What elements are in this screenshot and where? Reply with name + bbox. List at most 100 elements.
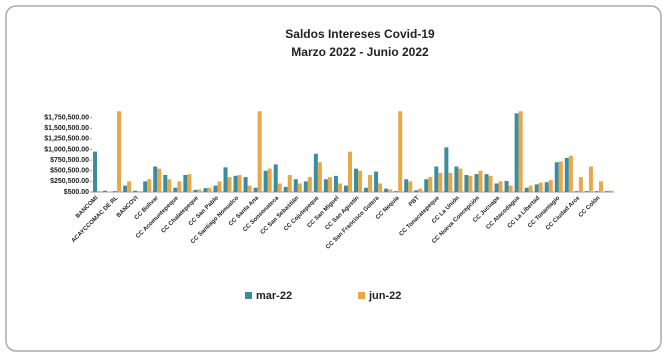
y-tick-label: $1,000,500.00 — [44, 146, 89, 153]
bar — [529, 186, 533, 192]
bar — [478, 171, 482, 192]
bar — [244, 177, 248, 192]
bar — [133, 191, 137, 192]
bar — [505, 181, 509, 192]
bar — [398, 111, 402, 192]
bar — [545, 182, 549, 192]
bar — [569, 156, 573, 192]
bar — [579, 177, 583, 192]
y-tick-label: $750,500.00 — [50, 157, 89, 164]
bar — [525, 188, 529, 192]
bar — [234, 176, 238, 192]
bar — [585, 191, 589, 192]
bar — [348, 152, 352, 192]
bar — [438, 173, 442, 192]
y-tick-label: $250,500.00 — [50, 178, 89, 185]
bar — [224, 167, 228, 192]
bar — [474, 174, 478, 192]
y-tick-label: $1,500,500.00 — [44, 125, 89, 132]
bar — [123, 186, 127, 192]
bar — [374, 172, 378, 192]
bar — [565, 158, 569, 192]
bar — [217, 181, 221, 192]
bar — [328, 177, 332, 192]
bar — [183, 175, 187, 192]
bar — [117, 111, 121, 192]
bar — [485, 174, 489, 192]
bar — [298, 184, 302, 193]
bar — [197, 189, 201, 192]
bar — [434, 167, 438, 193]
bar — [318, 162, 322, 192]
bar — [499, 181, 503, 192]
bar — [549, 180, 553, 192]
y-tick-label: $1,250,500.00 — [44, 136, 89, 143]
bar — [248, 186, 252, 192]
bar — [448, 173, 452, 192]
bar — [418, 189, 422, 192]
bar — [93, 152, 97, 192]
bar — [167, 179, 171, 192]
bar — [258, 111, 262, 192]
bar — [575, 191, 579, 192]
bar — [424, 179, 428, 192]
bar — [394, 191, 398, 192]
bar — [344, 186, 348, 192]
bar — [454, 167, 458, 193]
bar — [264, 171, 268, 192]
bar — [338, 184, 342, 193]
bar — [599, 181, 603, 192]
bar — [137, 191, 141, 192]
bar — [539, 183, 543, 192]
bar — [428, 177, 432, 192]
bar — [314, 154, 318, 192]
bar — [414, 190, 418, 192]
bar — [384, 189, 388, 192]
bar — [589, 167, 593, 193]
legend-swatch — [245, 292, 252, 299]
bar — [515, 113, 519, 192]
bar — [163, 175, 167, 192]
chart-title: Saldos Intereses Covid-19 — [285, 27, 435, 41]
legend-swatch — [358, 292, 365, 299]
bar — [495, 184, 499, 193]
bar — [103, 191, 107, 192]
bar — [193, 190, 197, 192]
bar — [559, 161, 563, 192]
legend-label: mar-22 — [256, 290, 292, 302]
bar — [489, 176, 493, 192]
bar — [358, 171, 362, 192]
bar — [364, 188, 368, 192]
bar — [113, 191, 117, 192]
bar — [334, 176, 338, 192]
bar — [278, 184, 282, 193]
bar — [308, 177, 312, 192]
bar — [274, 164, 278, 192]
bar — [238, 175, 242, 192]
bar — [595, 191, 599, 192]
bar — [605, 191, 609, 192]
bar — [284, 187, 288, 192]
bar — [147, 179, 151, 192]
bar — [127, 181, 131, 192]
chart-subtitle: Marzo 2022 - Junio 2022 — [291, 45, 429, 59]
bar — [324, 179, 328, 192]
bar — [555, 162, 559, 192]
bar — [408, 181, 412, 192]
y-tick-label: $500,500.00 — [50, 168, 89, 175]
bar — [288, 175, 292, 192]
bar — [368, 175, 372, 192]
bar — [468, 176, 472, 192]
bar — [535, 184, 539, 192]
bar — [203, 188, 207, 192]
bar — [378, 184, 382, 193]
bar — [157, 169, 161, 192]
bar — [304, 181, 308, 192]
bar — [609, 191, 613, 192]
bar — [268, 169, 272, 192]
bar — [458, 169, 462, 192]
bar — [97, 191, 101, 192]
bar — [519, 111, 523, 192]
bar — [177, 181, 181, 192]
